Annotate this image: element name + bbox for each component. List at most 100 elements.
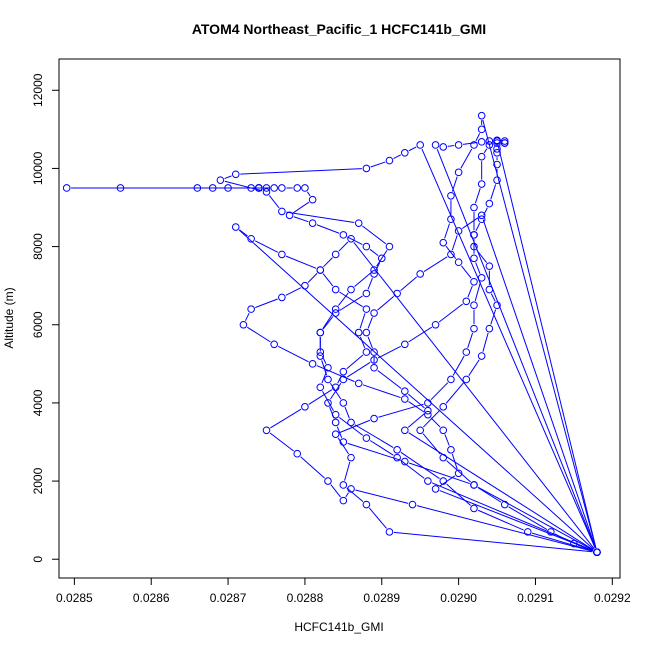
data-point [347,485,355,493]
data-point [301,281,309,290]
series-line-segment [430,382,449,401]
series-line-segment [316,224,340,234]
data-point [285,211,294,220]
plot-frame [58,58,621,579]
data-point [362,164,371,173]
series-line-segment [338,241,349,252]
data-point [470,301,478,310]
data-point [470,324,478,333]
series-line-segment [355,489,409,504]
data-point [193,184,202,192]
y-tick-label: 4000 [31,389,45,416]
data-point [493,145,501,153]
series-line-segment [400,276,418,291]
data-point [331,410,340,419]
data-point [470,481,478,489]
data-point [447,446,455,454]
series-line-segment [490,309,497,325]
series-line-segment [477,509,524,531]
data-point [331,305,340,313]
data-point [347,453,355,462]
series-line-segment [345,492,349,498]
data-point [324,399,332,407]
data-point [500,500,509,509]
data-point [470,504,478,513]
series-line-segment [482,119,597,548]
x-tick-label: 0.0292 [594,591,631,605]
data-point [431,320,440,329]
series-line-segment [246,326,271,343]
data-point [370,363,378,372]
data-point [424,406,432,415]
data-point [547,528,555,536]
data-point [324,477,332,485]
series-line-segment [377,296,395,311]
data-point [485,137,494,145]
data-point [493,139,501,147]
data-point [362,434,371,442]
series-line-segment [408,146,417,152]
data-point [331,383,340,392]
series-line-segment [338,292,349,306]
data-point [439,426,448,435]
data-point [416,141,424,149]
x-axis: 0.0285 0.0286 0.0287 0.0288 0.0289 0.0290 0.02… [56,578,631,605]
x-tick-label: 0.0286 [133,591,170,605]
data-point [439,477,448,485]
data-point [439,403,448,411]
data-point [401,340,409,349]
series-line-segment [244,312,250,321]
series-line-segment [277,345,309,363]
series-line-segment [285,255,317,269]
series-line-segment [416,505,593,552]
series-line-segment [344,406,350,419]
data-point [393,289,401,298]
plot-area [58,58,621,579]
series-line-segment [307,272,318,283]
data-point [454,141,463,149]
data-point [462,297,471,306]
data-point [477,152,486,161]
data-point [477,125,486,134]
series-line-segment [445,382,464,404]
data-point [493,148,501,157]
data-point [477,180,486,188]
series-line-segment [446,460,471,483]
data-point [270,340,278,349]
series-line-segment [423,256,448,272]
series-line-segment [430,417,441,428]
data-point [401,457,409,466]
data-point [316,348,325,356]
data-point [416,426,424,435]
series-line-segment [490,184,497,200]
data-point [339,231,348,239]
data-point [485,199,494,208]
data-point [231,170,240,179]
series-line-segment [362,384,401,399]
x-tick-label: 0.0290 [440,591,477,605]
series-line-segment [322,316,334,330]
series-line-segment [368,507,387,529]
data-point [462,375,471,384]
data-point [431,141,440,149]
x-axis-label: HCFC141b_GMI [294,620,383,634]
data-point [401,395,409,403]
data-point [416,270,424,278]
data-point [447,215,455,224]
series-line-segment [316,365,355,383]
series-line-segment [467,332,474,348]
series-line-segment [407,413,425,428]
series-line-segment [408,326,433,343]
series-line-segment [359,313,366,329]
data-point [208,184,217,192]
data-point [408,500,417,509]
series-line-segment [438,303,464,323]
series-line-segment [292,201,310,214]
series-line-segment [431,482,593,551]
data-point [301,403,309,411]
data-point [454,227,463,235]
data-point [278,184,286,192]
series-line-segment [270,408,302,429]
data-point [393,453,401,462]
data-point [362,289,371,298]
